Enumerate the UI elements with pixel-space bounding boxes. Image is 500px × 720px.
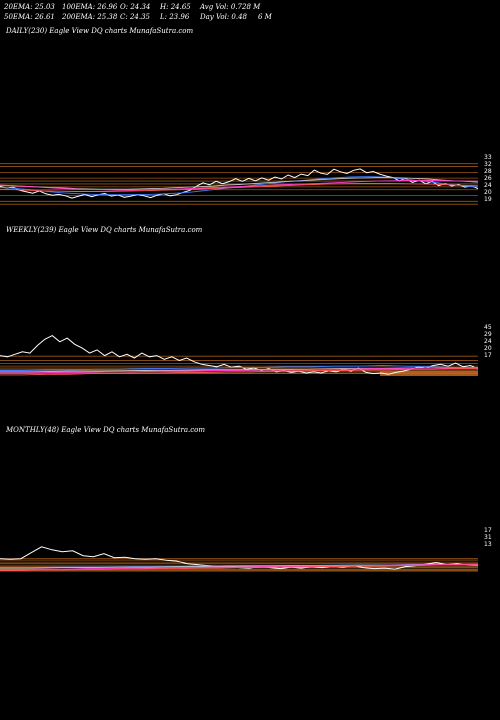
- panel-title-monthly: MONTHLY(48) Eagle View DQ charts MunafaS…: [6, 426, 206, 434]
- weekly-price-label: 45: [484, 324, 492, 331]
- header-period: 6 M: [258, 13, 272, 21]
- header-ema200: 200EMA: 25.38: [62, 13, 118, 21]
- daily-price-label: 26: [484, 175, 492, 182]
- header-day-vol: Day Vol: 0.48: [200, 13, 248, 21]
- daily-ema-fast-line: [0, 176, 479, 196]
- daily-price-label: 28: [484, 168, 492, 175]
- weekly-price-label: 24: [484, 338, 492, 345]
- weekly-ema-fast-line: [0, 365, 479, 371]
- daily-ema-mid-line: [0, 177, 479, 190]
- header-ema50: 50EMA: 26.61: [4, 13, 55, 21]
- monthly-ema-slow-line: [0, 563, 479, 571]
- weekly-price-label: 17: [484, 352, 492, 359]
- daily-ema-long-line: [0, 182, 479, 192]
- daily-price-label: 20: [484, 189, 492, 196]
- monthly-ema-long-line: [0, 564, 479, 571]
- weekly-ema-slow-line: [0, 366, 479, 374]
- daily-price-label: 19: [484, 196, 492, 203]
- monthly-price-label: 31: [484, 534, 492, 541]
- weekly-price-label: 20: [484, 345, 492, 352]
- header-avg-vol: Avg Vol: 0.728 M: [200, 3, 261, 11]
- header-close: C: 24.35: [120, 13, 150, 21]
- daily-price-label: 32: [484, 161, 492, 168]
- panel-title-weekly: WEEKLY(239) Eagle View DQ charts MunafaS…: [6, 226, 203, 234]
- daily-price-label: 24: [484, 182, 492, 189]
- header-ema20: 20EMA: 25.03: [4, 3, 55, 11]
- daily-price-label: 33: [484, 154, 492, 161]
- weekly-price-label: 29: [484, 331, 492, 338]
- monthly-price-label: 17: [484, 527, 492, 534]
- daily-ema-slow-line: [0, 180, 479, 191]
- weekly-volume-band: [380, 371, 478, 376]
- weekly-price-line: [0, 335, 479, 375]
- header-low: L: 23.96: [160, 13, 190, 21]
- header-open: O: 24.34: [120, 3, 151, 11]
- header-high: H: 24.65: [160, 3, 191, 11]
- header-ema100: 100EMA: 26.96: [62, 3, 118, 11]
- monthly-price-label: 13: [484, 541, 492, 548]
- panel-title-daily: DAILY(230) Eagle View DQ charts MunafaSu…: [6, 27, 194, 35]
- weekly-ema-long-line: [0, 367, 479, 376]
